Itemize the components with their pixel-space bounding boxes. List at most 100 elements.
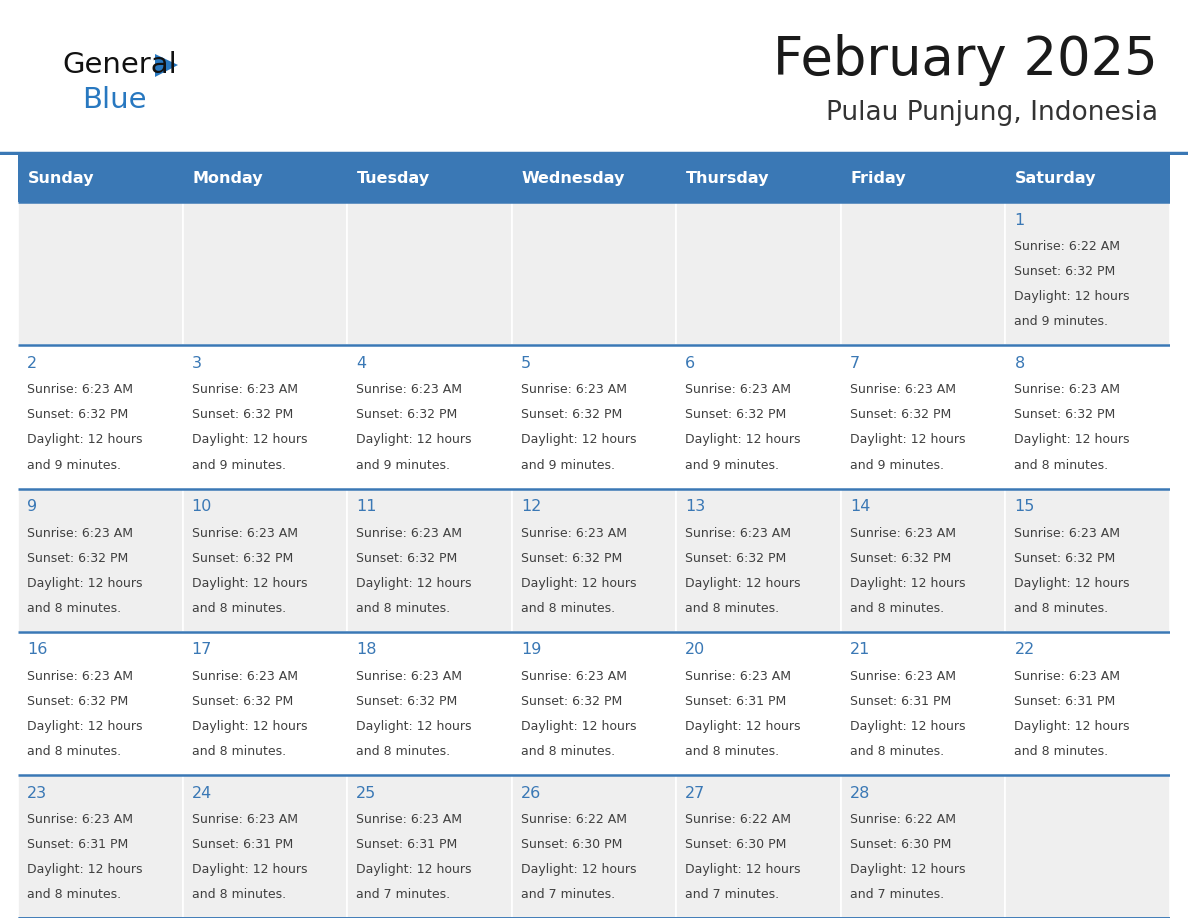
Text: 2: 2	[27, 356, 37, 371]
Text: Sunset: 6:32 PM: Sunset: 6:32 PM	[685, 552, 786, 565]
Text: Daylight: 12 hours: Daylight: 12 hours	[356, 720, 472, 733]
Text: and 8 minutes.: and 8 minutes.	[685, 744, 779, 757]
Text: Sunset: 6:32 PM: Sunset: 6:32 PM	[356, 552, 457, 565]
Text: Daylight: 12 hours: Daylight: 12 hours	[356, 433, 472, 446]
Text: Sunset: 6:32 PM: Sunset: 6:32 PM	[27, 695, 128, 708]
Text: Daylight: 12 hours: Daylight: 12 hours	[191, 863, 308, 876]
Text: Sunset: 6:32 PM: Sunset: 6:32 PM	[191, 409, 293, 421]
Text: Sunrise: 6:23 AM: Sunrise: 6:23 AM	[27, 669, 133, 683]
Bar	[183, 632, 347, 775]
Text: 27: 27	[685, 786, 706, 800]
Text: Sunrise: 6:23 AM: Sunrise: 6:23 AM	[520, 669, 627, 683]
Bar	[841, 202, 1005, 345]
Polygon shape	[154, 54, 178, 77]
Bar	[1005, 775, 1170, 918]
Bar	[347, 632, 512, 775]
Text: Sunset: 6:32 PM: Sunset: 6:32 PM	[849, 409, 952, 421]
Text: 25: 25	[356, 786, 377, 800]
Text: and 7 minutes.: and 7 minutes.	[849, 888, 944, 901]
Text: Sunrise: 6:23 AM: Sunrise: 6:23 AM	[1015, 669, 1120, 683]
Text: Daylight: 12 hours: Daylight: 12 hours	[520, 577, 637, 589]
Text: 11: 11	[356, 499, 377, 514]
Text: 10: 10	[191, 499, 211, 514]
Text: Daylight: 12 hours: Daylight: 12 hours	[849, 433, 966, 446]
Bar	[841, 155, 1005, 202]
Text: and 8 minutes.: and 8 minutes.	[1015, 744, 1108, 757]
Text: 5: 5	[520, 356, 531, 371]
Text: and 9 minutes.: and 9 minutes.	[356, 458, 450, 472]
Text: and 9 minutes.: and 9 minutes.	[520, 458, 614, 472]
Text: Sunday: Sunday	[27, 171, 94, 186]
Text: Sunrise: 6:23 AM: Sunrise: 6:23 AM	[849, 527, 956, 540]
Text: Sunset: 6:32 PM: Sunset: 6:32 PM	[520, 695, 623, 708]
Text: 16: 16	[27, 643, 48, 657]
Text: Sunset: 6:32 PM: Sunset: 6:32 PM	[191, 552, 293, 565]
Text: Daylight: 12 hours: Daylight: 12 hours	[520, 720, 637, 733]
Text: Sunset: 6:31 PM: Sunset: 6:31 PM	[191, 838, 293, 851]
Bar	[512, 488, 676, 632]
Text: Wednesday: Wednesday	[522, 171, 625, 186]
Text: 4: 4	[356, 356, 366, 371]
Text: and 8 minutes.: and 8 minutes.	[685, 601, 779, 615]
Text: 17: 17	[191, 643, 211, 657]
Text: Daylight: 12 hours: Daylight: 12 hours	[1015, 720, 1130, 733]
Text: Daylight: 12 hours: Daylight: 12 hours	[849, 577, 966, 589]
Text: Sunset: 6:32 PM: Sunset: 6:32 PM	[1015, 552, 1116, 565]
Bar	[347, 202, 512, 345]
Text: Sunrise: 6:23 AM: Sunrise: 6:23 AM	[356, 812, 462, 826]
Text: Sunrise: 6:23 AM: Sunrise: 6:23 AM	[685, 527, 791, 540]
Text: Daylight: 12 hours: Daylight: 12 hours	[1015, 290, 1130, 303]
Text: Sunrise: 6:23 AM: Sunrise: 6:23 AM	[685, 384, 791, 397]
Text: and 7 minutes.: and 7 minutes.	[356, 888, 450, 901]
Bar	[18, 202, 183, 345]
Text: 7: 7	[849, 356, 860, 371]
Text: 14: 14	[849, 499, 871, 514]
Bar	[1005, 488, 1170, 632]
Text: Daylight: 12 hours: Daylight: 12 hours	[849, 720, 966, 733]
Text: Sunrise: 6:22 AM: Sunrise: 6:22 AM	[685, 812, 791, 826]
Text: Sunset: 6:31 PM: Sunset: 6:31 PM	[685, 695, 786, 708]
Text: Sunrise: 6:23 AM: Sunrise: 6:23 AM	[27, 527, 133, 540]
Text: and 8 minutes.: and 8 minutes.	[849, 744, 944, 757]
Bar	[676, 155, 841, 202]
Text: Sunrise: 6:23 AM: Sunrise: 6:23 AM	[1015, 527, 1120, 540]
Text: Daylight: 12 hours: Daylight: 12 hours	[1015, 577, 1130, 589]
Text: and 8 minutes.: and 8 minutes.	[1015, 601, 1108, 615]
Text: 18: 18	[356, 643, 377, 657]
Bar	[18, 775, 183, 918]
Text: Daylight: 12 hours: Daylight: 12 hours	[191, 577, 308, 589]
Text: 24: 24	[191, 786, 211, 800]
Text: 28: 28	[849, 786, 871, 800]
Text: Daylight: 12 hours: Daylight: 12 hours	[356, 863, 472, 876]
Bar	[512, 632, 676, 775]
Text: Sunrise: 6:23 AM: Sunrise: 6:23 AM	[849, 669, 956, 683]
Bar	[183, 345, 347, 488]
Text: Sunrise: 6:23 AM: Sunrise: 6:23 AM	[191, 527, 298, 540]
Text: February 2025: February 2025	[773, 34, 1158, 86]
Text: Daylight: 12 hours: Daylight: 12 hours	[1015, 433, 1130, 446]
Text: Sunrise: 6:23 AM: Sunrise: 6:23 AM	[356, 669, 462, 683]
Text: Sunrise: 6:23 AM: Sunrise: 6:23 AM	[356, 384, 462, 397]
Text: Daylight: 12 hours: Daylight: 12 hours	[685, 577, 801, 589]
Text: Daylight: 12 hours: Daylight: 12 hours	[685, 720, 801, 733]
Text: Sunset: 6:32 PM: Sunset: 6:32 PM	[520, 552, 623, 565]
Text: Daylight: 12 hours: Daylight: 12 hours	[191, 720, 308, 733]
Text: and 9 minutes.: and 9 minutes.	[191, 458, 285, 472]
Text: Tuesday: Tuesday	[358, 171, 430, 186]
Bar	[183, 202, 347, 345]
Text: Thursday: Thursday	[687, 171, 770, 186]
Text: Sunrise: 6:22 AM: Sunrise: 6:22 AM	[520, 812, 627, 826]
Text: Sunrise: 6:23 AM: Sunrise: 6:23 AM	[191, 384, 298, 397]
Bar	[18, 155, 183, 202]
Bar	[676, 345, 841, 488]
Text: Sunrise: 6:23 AM: Sunrise: 6:23 AM	[191, 812, 298, 826]
Text: and 9 minutes.: and 9 minutes.	[27, 458, 121, 472]
Text: and 8 minutes.: and 8 minutes.	[191, 744, 286, 757]
Text: 6: 6	[685, 356, 695, 371]
Text: Monday: Monday	[192, 171, 263, 186]
Text: Sunrise: 6:23 AM: Sunrise: 6:23 AM	[1015, 384, 1120, 397]
Text: and 8 minutes.: and 8 minutes.	[191, 888, 286, 901]
Bar	[512, 345, 676, 488]
Text: General: General	[62, 51, 177, 79]
Text: 8: 8	[1015, 356, 1025, 371]
